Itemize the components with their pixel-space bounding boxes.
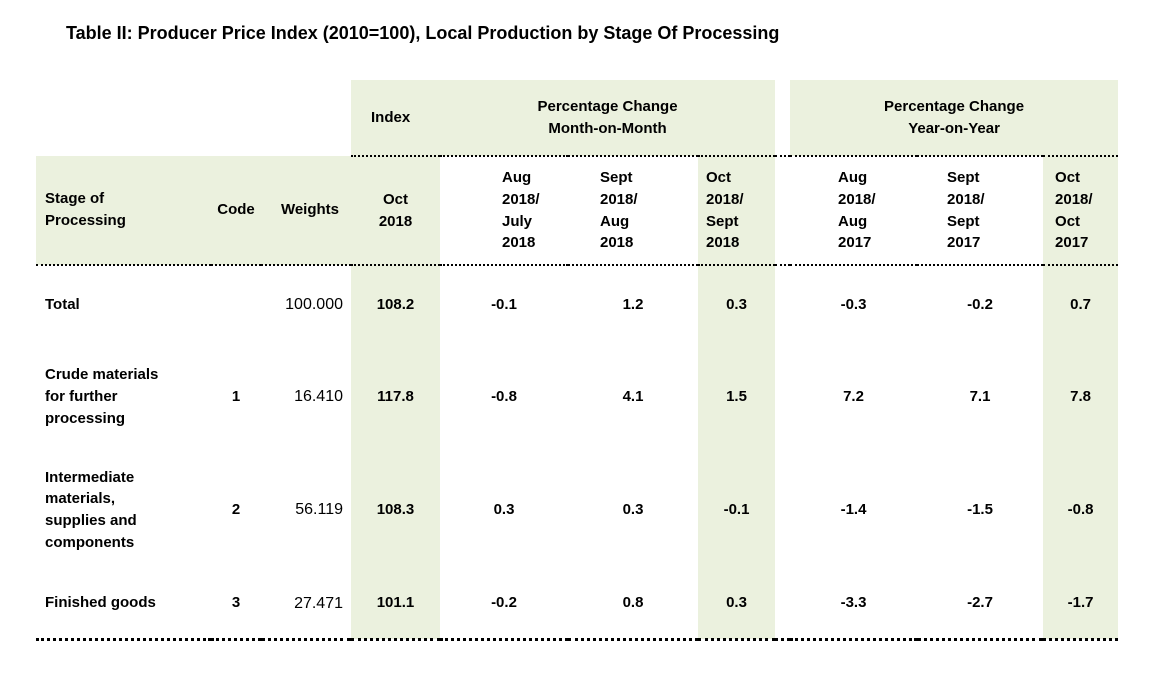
cell-mom-oct: 1.5 <box>698 343 776 451</box>
cell-mom-aug: -0.8 <box>491 388 517 406</box>
cell-yoy-sept: -0.2 <box>967 295 993 313</box>
cell-stage: Finished goods <box>36 569 211 641</box>
column-gap <box>775 156 791 266</box>
cell-stage: Intermediate materials, supplies and com… <box>45 468 137 551</box>
cell-yoy-oct: -0.8 <box>1043 451 1119 569</box>
cell-mom-sept: 0.8 <box>568 569 698 641</box>
column-gap <box>775 569 791 641</box>
cell-index: 108.3 <box>351 451 440 569</box>
cell-mom-sept: 1.2 <box>622 295 644 313</box>
table-row-intermediate-materials: Intermediate materials, supplies and com… <box>36 451 1119 569</box>
column-header-yoy-oct: Oct 2018/ Oct 2017 <box>1043 156 1119 266</box>
table-row-total: Total 100.000 108.2 -0.1 1.2 0.3 -0.3 -0… <box>36 265 1119 343</box>
header-spacer <box>36 80 351 156</box>
header-band-columns: Stage of Processing Code Weights Oct 201… <box>36 156 1119 266</box>
cell-mom-oct: -0.1 <box>698 451 776 569</box>
column-header-weights: Weights <box>261 156 351 266</box>
cell-weights: 16.410 <box>294 388 343 406</box>
page-title: Table II: Producer Price Index (2010=100… <box>66 23 780 43</box>
cell-yoy-sept: 7.1 <box>969 388 991 406</box>
table-row-finished-goods: Finished goods 3 27.471 101.1 -0.2 0.8 0… <box>36 569 1119 641</box>
cell-yoy-oct: 0.7 <box>1043 265 1119 343</box>
column-gap <box>775 343 790 451</box>
cell-stage: Crude materials for further processing <box>45 366 159 427</box>
table-row-crude-materials: Crude materials for further processing 1… <box>36 343 1119 451</box>
cell-index: 108.2 <box>351 265 440 343</box>
column-gap <box>775 265 790 343</box>
cell-code: 3 <box>211 569 261 641</box>
cell-mom-sept: 4.1 <box>622 388 644 406</box>
cell-mom-aug: -0.2 <box>440 569 568 641</box>
group-header-yoy: Percentage Change Year-on-Year <box>790 80 1119 157</box>
group-header-index: Index <box>351 80 440 157</box>
cell-yoy-aug: 7.2 <box>843 388 864 406</box>
column-gap <box>775 451 790 569</box>
ppi-table: Index Percentage Change Month-on-Month P… <box>36 80 1119 641</box>
cell-stage: Total <box>45 295 80 313</box>
cell-mom-oct: 0.3 <box>698 569 776 641</box>
header-band-groups: Index Percentage Change Month-on-Month P… <box>36 80 1119 157</box>
cell-yoy-oct: -1.7 <box>1043 569 1119 641</box>
column-gap <box>775 80 791 157</box>
column-header-yoy-sept: Sept 2018/ Sept 2017 <box>917 156 1044 266</box>
cell-code: 2 <box>231 501 241 519</box>
cell-index: 101.1 <box>351 569 440 641</box>
cell-yoy-aug: -0.3 <box>840 295 867 313</box>
cell-mom-aug: -0.1 <box>491 295 517 313</box>
cell-yoy-sept: -1.5 <box>967 501 993 519</box>
cell-weights: 27.471 <box>261 569 351 641</box>
cell-yoy-oct: 7.8 <box>1043 343 1119 451</box>
group-header-mom: Percentage Change Month-on-Month <box>440 80 776 157</box>
cell-mom-aug: 0.3 <box>493 501 515 519</box>
column-header-code: Code <box>211 156 261 266</box>
column-header-mom-oct: Oct 2018/ Sept 2018 <box>698 156 776 266</box>
cell-yoy-aug: -1.4 <box>840 501 867 519</box>
cell-mom-oct: 0.3 <box>698 265 776 343</box>
cell-code <box>211 265 261 343</box>
cell-weights: 100.000 <box>285 295 343 313</box>
column-header-yoy-aug: Aug 2018/ Aug 2017 <box>790 156 918 266</box>
cell-index: 117.8 <box>351 343 440 451</box>
cell-weights: 56.119 <box>295 501 343 519</box>
column-header-index-period: Oct 2018 <box>351 156 440 266</box>
cell-code: 1 <box>231 388 241 406</box>
cell-mom-sept: 0.3 <box>622 501 644 519</box>
column-header-mom-aug: Aug 2018/ July 2018 <box>440 156 568 266</box>
column-header-mom-sept: Sept 2018/ Aug 2018 <box>568 156 698 266</box>
cell-yoy-sept: -2.7 <box>917 569 1044 641</box>
column-header-stage: Stage of Processing <box>36 156 211 266</box>
cell-yoy-aug: -3.3 <box>790 569 918 641</box>
